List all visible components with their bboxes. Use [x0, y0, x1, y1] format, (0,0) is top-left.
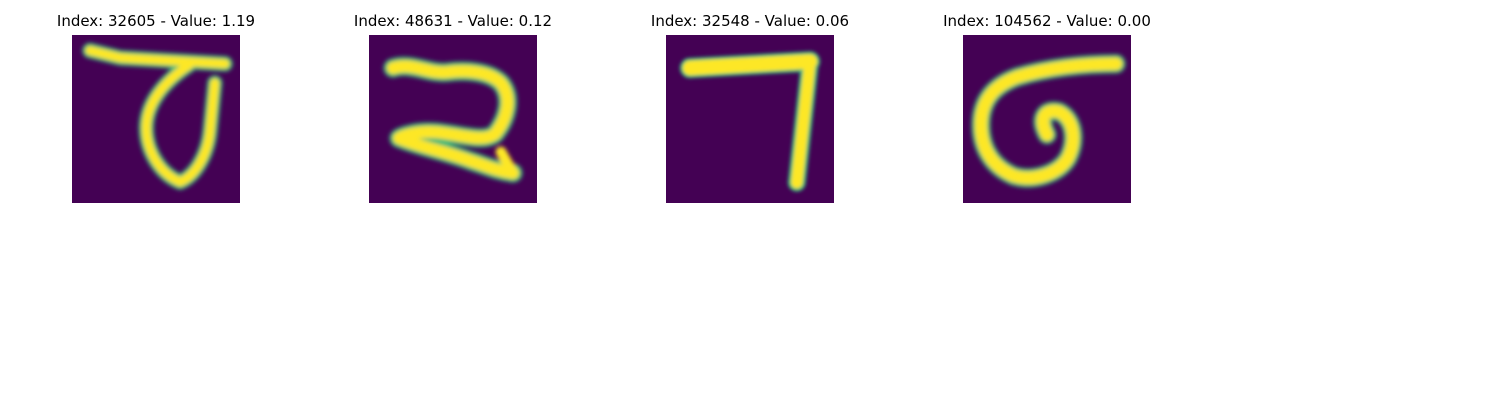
- sample-panel-4: Index: 104562 - Value: 0.00: [897, 0, 1197, 210]
- digit-image: [369, 35, 537, 203]
- sample-panel-1: Index: 32605 - Value: 1.19: [6, 0, 306, 210]
- panel-title: Index: 48631 - Value: 0.12: [353, 12, 553, 30]
- sample-panel-3: Index: 32548 - Value: 0.06: [600, 0, 900, 210]
- sample-panel-2: Index: 48631 - Value: 0.12: [303, 0, 603, 210]
- digit-image: [963, 35, 1131, 203]
- panel-title: Index: 104562 - Value: 0.00: [943, 12, 1151, 30]
- digit-image: [666, 35, 834, 203]
- panel-title: Index: 32548 - Value: 0.06: [650, 12, 850, 30]
- digit-image: [72, 35, 240, 203]
- panel-title: Index: 32605 - Value: 1.19: [56, 12, 256, 30]
